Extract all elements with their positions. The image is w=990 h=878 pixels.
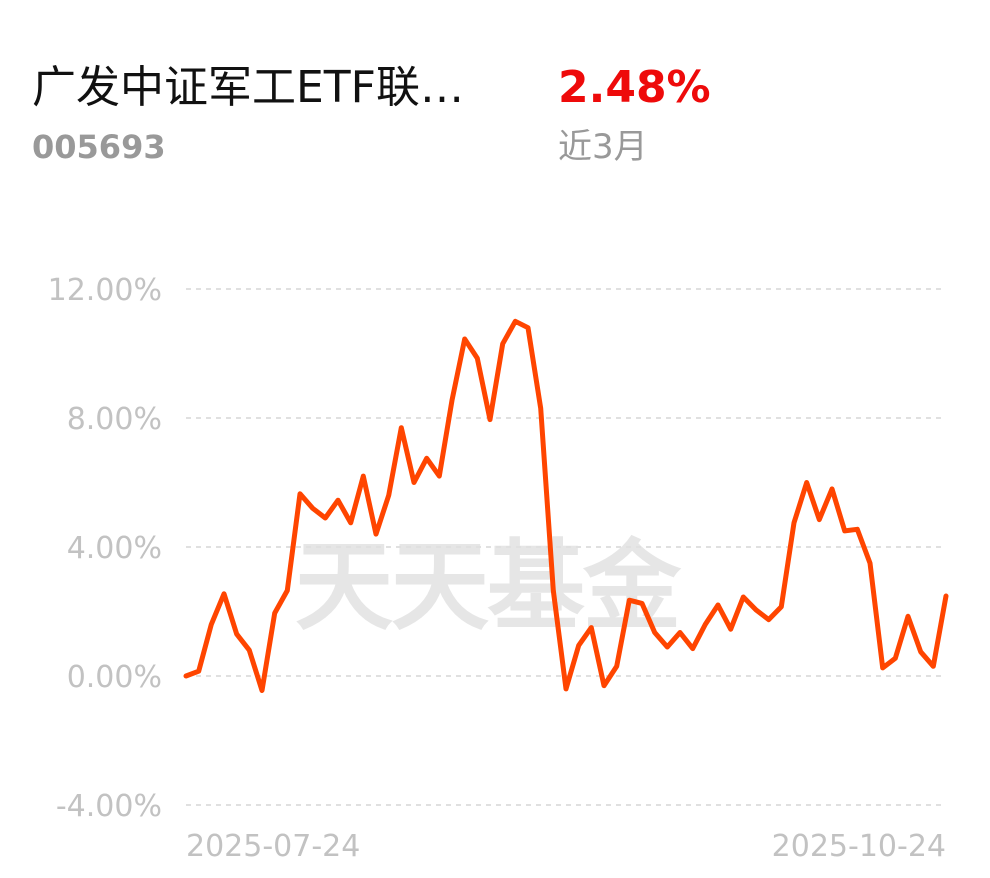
x-tick-label: 2025-10-24 [772, 829, 946, 864]
return-period: 近3月 [558, 127, 648, 167]
y-tick-label: 12.00% [48, 273, 162, 308]
series-line [183, 318, 949, 693]
fund-code: 005693 [32, 128, 166, 166]
return-value: 2.48% [558, 62, 711, 113]
y-tick-label: -4.00% [56, 789, 162, 824]
y-tick-label: 0.00% [67, 660, 162, 695]
fund-name[interactable]: 广发中证军工ETF联… [32, 62, 464, 113]
y-tick-label: 4.00% [67, 531, 162, 566]
y-tick-label: 8.00% [67, 402, 162, 437]
watermark: 天天基金 [295, 530, 681, 644]
x-tick-label: 2025-07-24 [186, 829, 360, 864]
